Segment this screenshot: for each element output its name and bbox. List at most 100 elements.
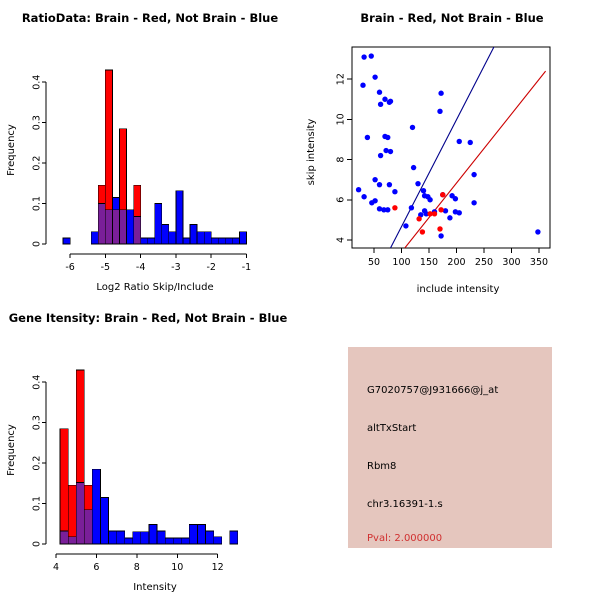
histogram-bar [175, 190, 184, 245]
histogram-bar-overlap [119, 209, 127, 245]
histogram-bar [100, 497, 109, 545]
histogram-bar-overlap [67, 536, 77, 545]
histogram-bar-overlap [105, 209, 113, 245]
histogram-bar [205, 530, 214, 545]
x-tick-label: -5 [101, 262, 110, 273]
scatter-point [438, 90, 444, 96]
histogram-bar [156, 530, 166, 545]
scatter-point [385, 207, 391, 213]
scatter-point [419, 229, 426, 235]
scatter-point [377, 152, 384, 159]
y-tick-label: 0.1 [32, 196, 43, 211]
scatter-point [376, 181, 383, 188]
x-tick-label: 10 [171, 562, 183, 573]
y-tick-label: 0.4 [32, 375, 43, 390]
y-tick-label: 0.2 [32, 156, 43, 171]
regression-line [390, 47, 495, 248]
histogram-bar [239, 231, 247, 245]
scatter-point [368, 53, 374, 59]
histogram-bar [224, 237, 233, 245]
ratio-histogram-ylabel: Frequency [6, 124, 17, 176]
scatter-ylabel: skip intensity [306, 119, 317, 186]
x-tick-label: 4 [53, 562, 59, 573]
histogram-bar [161, 224, 170, 245]
x-tick-label: 350 [530, 257, 548, 268]
gene-histogram-title: Gene Itensity: Brain - Red, Not Brain - … [9, 311, 288, 325]
scatter-point [467, 139, 473, 146]
scatter-point [364, 134, 371, 141]
gene-histogram-ylabel: Frequency [6, 424, 17, 476]
histogram-bar [164, 537, 174, 545]
histogram-bar [172, 537, 182, 545]
gene-histogram-plot-area: 0 0.1 0.2 0.3 0.4 4 6 8 10 12 [32, 369, 239, 573]
histogram-bar [197, 524, 206, 545]
scatter-plot-area: 4 6 8 10 12 50 100 150 200 250 300 350 [336, 46, 551, 268]
histogram-bar [189, 224, 198, 245]
scatter-point [361, 194, 367, 200]
x-tick-label: 200 [447, 257, 465, 268]
gene-histogram-xlabel: Intensity [133, 582, 177, 593]
gene-info-card: G7020757@J931666@j_at altTxStart Rbm8 ch… [348, 347, 552, 548]
scatter-point [471, 171, 477, 178]
histogram-bar-overlap [112, 209, 120, 245]
y-tick-label: 0 [32, 241, 43, 247]
scatter-point [438, 207, 444, 213]
x-tick-label: -6 [65, 262, 74, 273]
scatter-point [386, 181, 393, 188]
scatter-point [381, 207, 387, 213]
histogram-bar [189, 524, 198, 545]
scatter-point [437, 226, 443, 232]
scatter-point [360, 82, 366, 88]
scatter-title: Brain - Red, Not Brain - Blue [360, 11, 543, 25]
histogram-bar-overlap [75, 482, 85, 545]
scatter-point [403, 223, 409, 229]
histogram-bar [210, 237, 219, 245]
histogram-bar [59, 428, 69, 545]
scatter-point [376, 206, 383, 212]
scatter-point [456, 138, 462, 145]
histogram-bar [213, 536, 223, 545]
scatter-point [410, 164, 417, 171]
scatter-point [447, 215, 453, 221]
x-tick-label: 6 [93, 562, 99, 573]
panel-gene-intensity-histogram: Gene Itensity: Brain - Red, Not Brain - … [0, 300, 300, 600]
scatter-point [392, 189, 398, 195]
scatter-point [452, 196, 459, 202]
scatter-point [383, 147, 389, 154]
histogram-bar [217, 237, 226, 245]
scatter-point [416, 216, 422, 222]
ratio-histogram-xlabel: Log2 Ratio Skip/Include [96, 282, 213, 293]
histogram-bar-overlap [83, 509, 93, 545]
panel-intensity-scatter: Brain - Red, Not Brain - Blue 4 6 8 10 12 50 1… [300, 0, 600, 300]
histogram-bar [126, 209, 134, 245]
x-tick-label: 300 [502, 257, 520, 268]
x-tick-label: 100 [392, 257, 410, 268]
scatter-point [408, 205, 415, 211]
ratio-histogram-plot-area: 0 0.1 0.2 0.3 0.4 -6 -5 -4 -3 -2 -1 [32, 69, 251, 273]
scatter-point [376, 89, 383, 95]
panel-ratio-histogram: RatioData: Brain - Red, Not Brain - Blue… [0, 0, 300, 300]
scatter-point [440, 192, 446, 198]
x-tick-label: 250 [475, 257, 493, 268]
y-tick-label: 12 [336, 73, 347, 85]
scatter-point [442, 208, 449, 214]
y-tick-label: 0.2 [32, 456, 43, 471]
histogram-bar-overlap [133, 216, 142, 245]
x-tick-label: -2 [206, 262, 215, 273]
histogram-bar [62, 237, 71, 245]
histogram-bar [147, 237, 156, 245]
scatter-point [372, 176, 378, 183]
histogram-bar-overlap [59, 530, 69, 545]
scatter-point [420, 188, 427, 194]
intensity-scatter-svg: Brain - Red, Not Brain - Blue 4 6 8 10 12 50 1… [306, 11, 551, 295]
scatter-point [355, 187, 362, 193]
info-pval: Pval: 2.000000 [367, 533, 443, 544]
histogram-bar [229, 530, 239, 545]
histogram-bar-overlap [97, 203, 106, 245]
info-event-type: altTxStart [367, 423, 417, 434]
histogram-bar [67, 485, 77, 545]
scatter-point [427, 197, 433, 203]
scatter-point [427, 211, 433, 217]
x-tick-label: 8 [134, 562, 140, 573]
scatter-point [372, 74, 378, 80]
